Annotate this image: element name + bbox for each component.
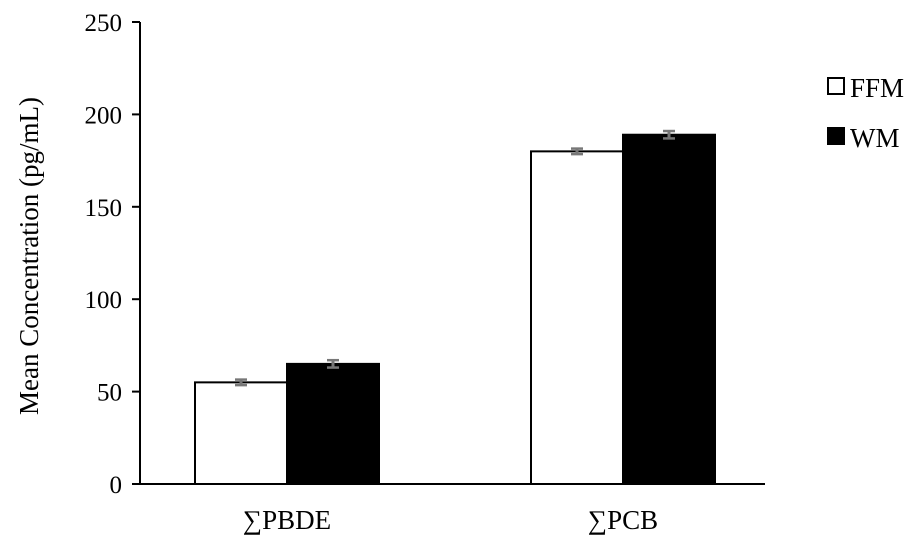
y-axis: 0 50 100 150 200 250	[85, 10, 141, 499]
y-axis-label: Mean Concentration (pg/mL)	[14, 97, 44, 415]
legend-item: WM	[827, 123, 900, 153]
error-bar	[663, 129, 675, 140]
y-tick-label: 150	[85, 195, 123, 222]
bar-ffm	[194, 381, 288, 485]
error-bar	[327, 358, 339, 369]
x-axis: ∑PBDE ∑PCB	[140, 483, 765, 535]
y-tick-label: 0	[110, 472, 123, 499]
legend-label: WM	[850, 123, 900, 153]
legend-swatch	[827, 127, 845, 145]
bar-wm	[622, 133, 716, 485]
y-tick-label: 100	[85, 287, 123, 314]
y-tick-label: 50	[97, 380, 122, 407]
error-bars	[235, 129, 675, 387]
y-tick-label: 250	[85, 10, 123, 37]
bar-wm	[286, 362, 380, 486]
legend-swatch	[827, 77, 845, 95]
error-bar	[571, 147, 583, 156]
bars	[194, 133, 716, 486]
x-category-label: ∑PBDE	[243, 505, 331, 535]
y-tick-label: 200	[85, 102, 123, 129]
legend-label: FFM	[850, 73, 904, 103]
error-bar	[235, 378, 247, 387]
bar-ffm	[530, 150, 624, 486]
legend: FFM WM	[827, 73, 904, 153]
x-category-label: ∑PCB	[588, 505, 658, 535]
legend-item: FFM	[827, 73, 904, 103]
